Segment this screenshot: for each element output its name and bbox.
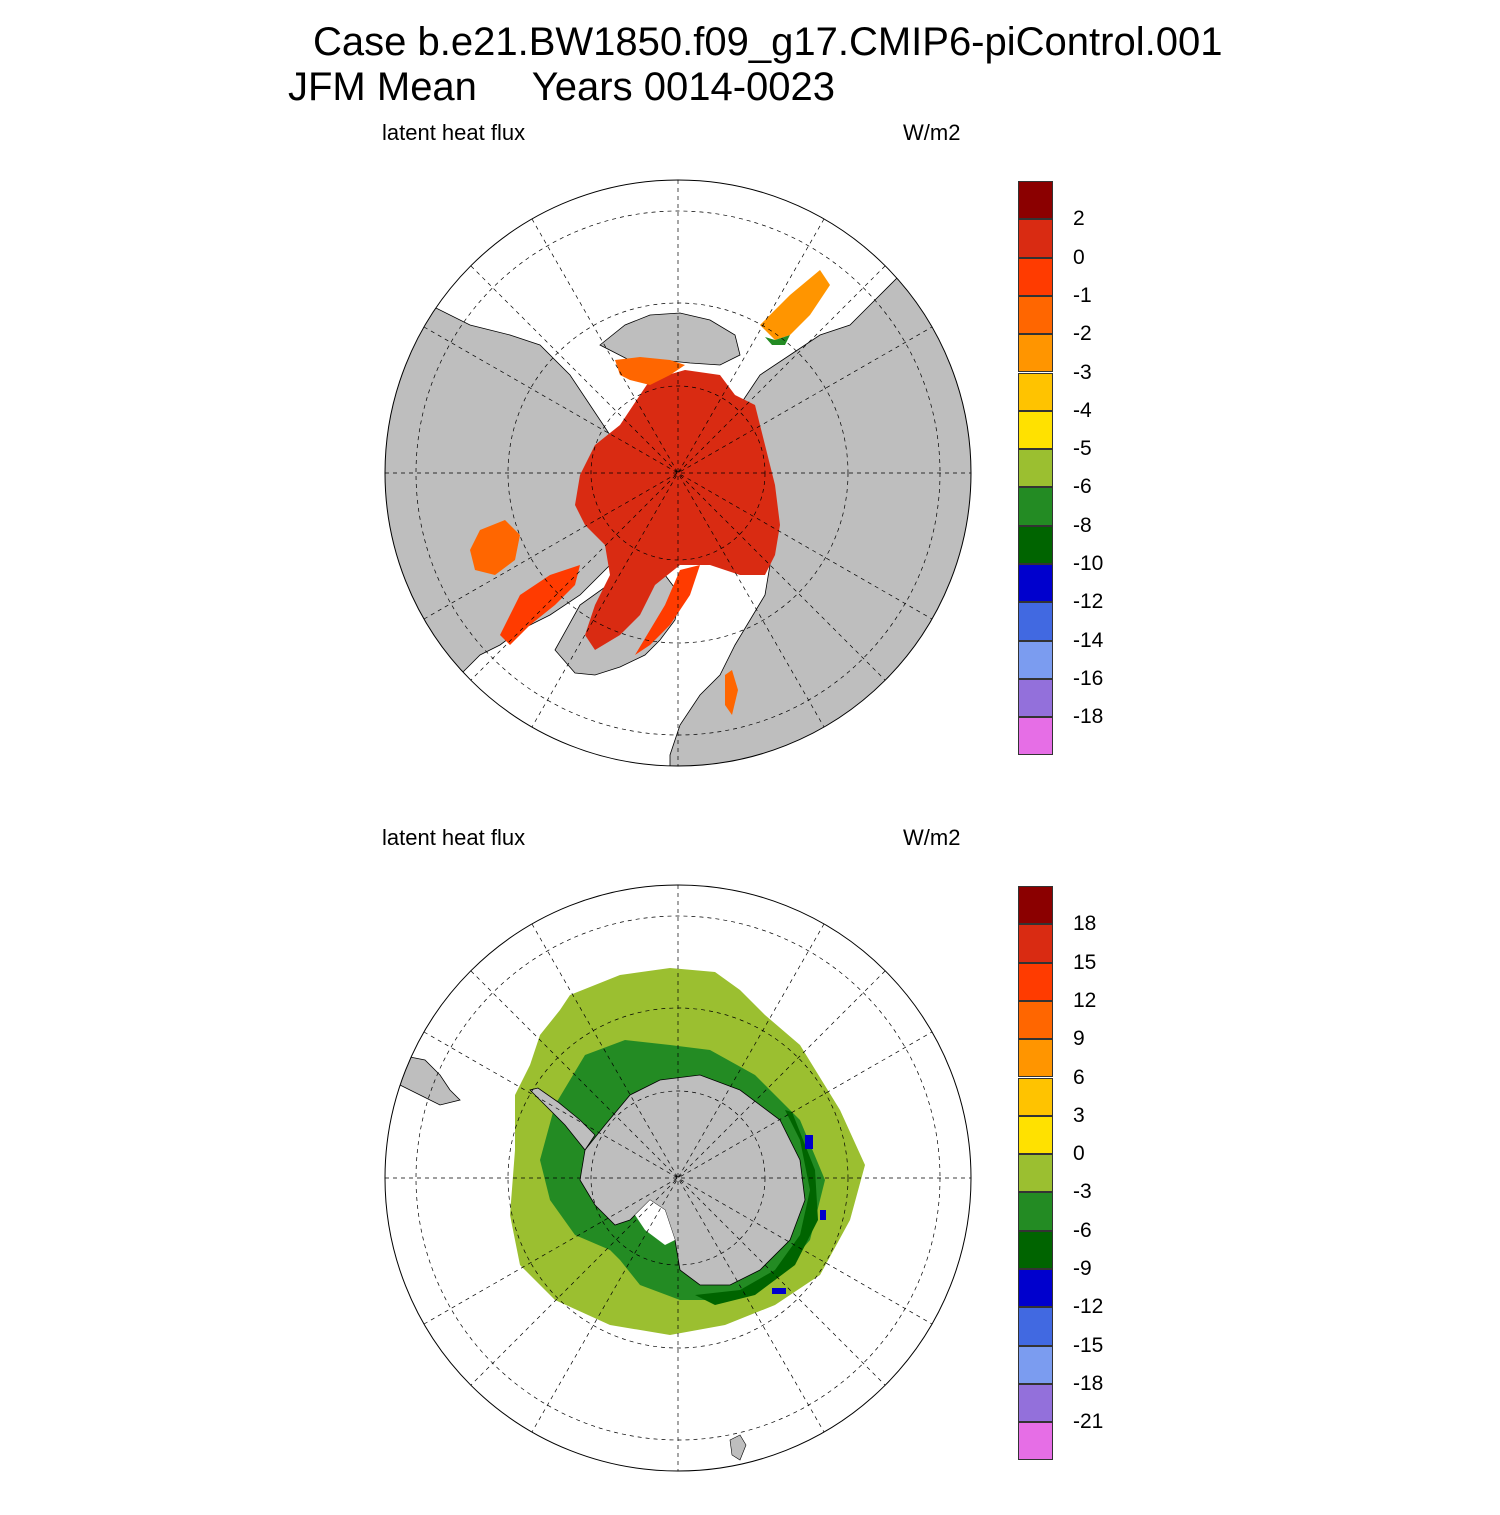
- figure-title-case: Case b.e21.BW1850.f09_g17.CMIP6-piContro…: [313, 20, 1223, 64]
- north-colorbar-swatch: [1018, 219, 1053, 258]
- north-colorbar-label: -16: [1073, 666, 1104, 690]
- north-colorbar-swatch: [1018, 525, 1053, 564]
- north-colorbar-label: 0: [1073, 245, 1085, 269]
- north-colorbar-swatch: [1018, 678, 1053, 718]
- south-colorbar-label: -6: [1073, 1218, 1092, 1242]
- north-colorbar-label: -8: [1073, 513, 1092, 537]
- antarctic-peninsula: [529, 1087, 596, 1151]
- north-polar-panel: latent heat flux W/m2: [0, 110, 1500, 810]
- south-colorbar-label: -18: [1073, 1371, 1104, 1395]
- baltic-flux: [725, 670, 738, 715]
- north-colorbar-swatch: [1018, 717, 1053, 756]
- south-colorbar-swatch: [1018, 1230, 1053, 1269]
- south-colorbar-label: -21: [1073, 1410, 1104, 1434]
- north-colorbar-label: -10: [1073, 552, 1104, 575]
- greenland-sea-flux: [635, 565, 700, 655]
- south-colorbar-swatch: [1018, 886, 1053, 925]
- north-colorbar-swatch: [1018, 372, 1053, 411]
- north-colorbar-swatch: [1018, 449, 1053, 488]
- south-colorbar-label: -9: [1073, 1257, 1092, 1280]
- south-colorbar-swatch: [1018, 1307, 1053, 1346]
- north-colorbar-swatch: [1018, 181, 1053, 220]
- north-colorbar-label: -1: [1073, 283, 1092, 307]
- antarctic-blue-patch-1: [805, 1135, 813, 1149]
- south-colorbar-label: -15: [1073, 1333, 1104, 1357]
- south-colorbar: 18 15 12 9 6 3 0 -3 -6 -9 -12 -15 -18 -21: [1018, 886, 1103, 1461]
- arctic-flux-field: [575, 370, 780, 650]
- south-variable-label: latent heat flux: [382, 825, 526, 850]
- north-colorbar-label: -12: [1073, 590, 1104, 614]
- south-colorbar-swatch: [1018, 1000, 1053, 1040]
- north-colorbar-swatch: [1018, 640, 1053, 679]
- south-colorbar-swatch: [1018, 962, 1053, 1001]
- north-variable-label: latent heat flux: [382, 120, 526, 145]
- south-colorbar-swatch: [1018, 1039, 1053, 1078]
- north-colorbar-swatch: [1018, 564, 1053, 603]
- south-graticule: [385, 885, 971, 1471]
- okhotsk-sea-edge: [765, 335, 790, 345]
- north-colorbar-label: 2: [1073, 207, 1085, 231]
- south-colorbar-label: 18: [1073, 912, 1097, 936]
- south-colorbar-swatch: [1018, 1269, 1053, 1308]
- north-colorbar-label: -6: [1073, 475, 1092, 499]
- north-colorbar: 2 0 -1 -2 -3 -4 -5 -6 -8 -10 -12 -14 -16 -18: [1018, 181, 1103, 756]
- north-colorbar-label: -18: [1073, 705, 1104, 729]
- south-colorbar-swatch: [1018, 1345, 1053, 1384]
- north-map-border: [384, 179, 972, 767]
- north-colorbar-label: -4: [1073, 398, 1092, 422]
- south-colorbar-label: 3: [1073, 1103, 1085, 1127]
- south-colorbar-swatch: [1018, 924, 1053, 963]
- south-polar-panel: latent heat flux W/m2: [0, 815, 1500, 1515]
- okhotsk-sea-flux: [760, 270, 830, 340]
- south-colorbar-label: 0: [1073, 1142, 1085, 1166]
- north-units-label: W/m2: [903, 120, 961, 145]
- north-polar-map: [384, 179, 972, 767]
- south-map-border: [384, 884, 972, 1472]
- north-colorbar-label: -2: [1073, 322, 1092, 346]
- south-colorbar-label: -3: [1073, 1180, 1092, 1204]
- south-colorbar-label: 9: [1073, 1027, 1085, 1051]
- south-colorbar-label: 15: [1073, 950, 1097, 974]
- labrador-flux: [500, 565, 580, 645]
- south-colorbar-label: 12: [1073, 988, 1097, 1012]
- north-colorbar-swatch: [1018, 295, 1053, 335]
- north-colorbar-label: -14: [1073, 628, 1104, 652]
- hudson-bay-flux: [470, 520, 520, 575]
- antarctic-blue-patch-2: [772, 1288, 786, 1294]
- north-colorbar-swatch: [1018, 602, 1053, 641]
- north-colorbar-swatch: [1018, 410, 1053, 450]
- north-colorbar-swatch: [1018, 487, 1053, 526]
- south-colorbar-swatch: [1018, 1154, 1053, 1193]
- south-colorbar-swatch: [1018, 1422, 1053, 1461]
- antarctic-edge-flux: [695, 1110, 818, 1305]
- bering-sea-flux: [615, 357, 685, 385]
- north-colorbar-label: -5: [1073, 437, 1092, 461]
- north-colorbar-swatch: [1018, 257, 1053, 296]
- south-colorbar-swatch: [1018, 1192, 1053, 1231]
- north-graticule: [385, 180, 971, 766]
- south-colorbar-label: -12: [1073, 1295, 1104, 1319]
- south-colorbar-swatch: [1018, 1383, 1053, 1423]
- figure-title-period: JFM Mean Years 0014-0023: [288, 65, 835, 109]
- south-colorbar-swatch: [1018, 1077, 1053, 1116]
- new-zealand-fragment: [729, 1434, 747, 1461]
- north-colorbar-swatch: [1018, 334, 1053, 373]
- south-colorbar-swatch: [1018, 1115, 1053, 1155]
- north-colorbar-label: -3: [1073, 360, 1092, 384]
- south-polar-map: [384, 884, 972, 1472]
- south-colorbar-label: 6: [1073, 1065, 1085, 1089]
- antarctic-blue-patch-3: [820, 1210, 826, 1220]
- south-units-label: W/m2: [903, 825, 961, 850]
